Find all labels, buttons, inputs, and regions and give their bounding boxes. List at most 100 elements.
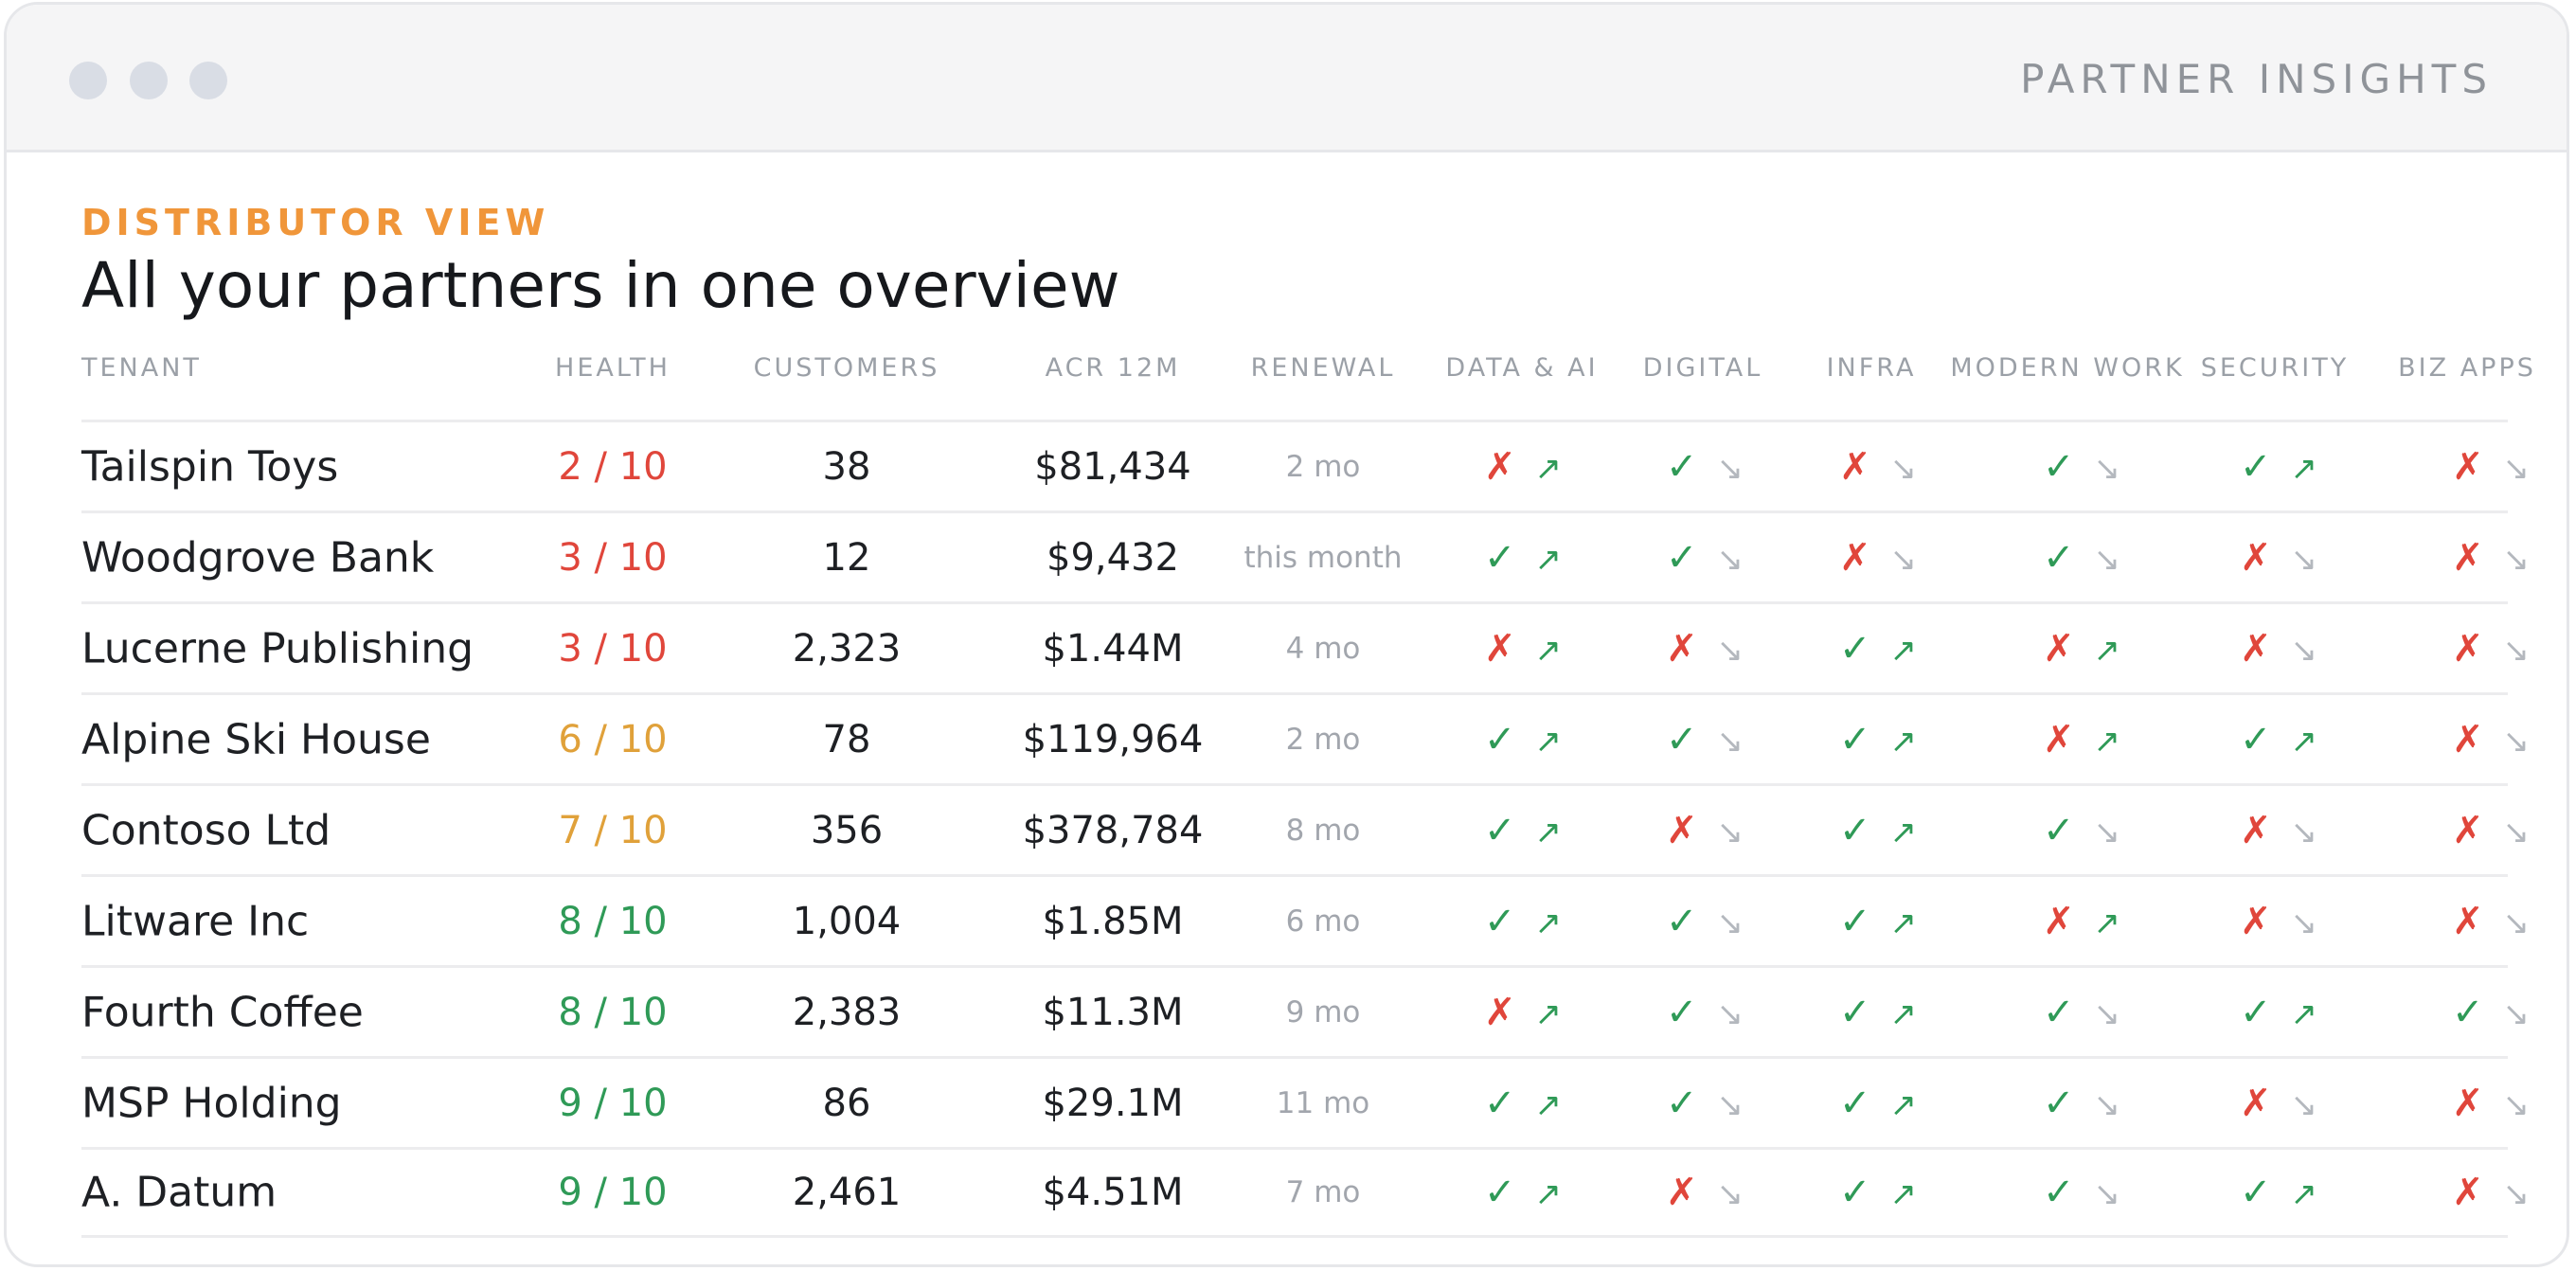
header-data-ai[interactable]: DATA & AI: [1445, 353, 1599, 383]
health-score: 8 / 10: [558, 990, 668, 1034]
cross-icon: ✗: [1665, 808, 1698, 852]
table-header: TENANT HEALTH CUSTOMERS ACR 12M RENEWAL …: [7, 353, 2567, 391]
trend-down-icon: ↘: [1716, 994, 1744, 1033]
app-window: PARTNER INSIGHTS DISTRIBUTOR VIEW All yo…: [4, 2, 2569, 1267]
window-zoom-dot[interactable]: [189, 62, 227, 99]
table-row[interactable]: MSP Holding 9 / 10 86 $29.1M 11 mo ✓ ↗ ✓ ↘ ✓ ↗ ✓ ↘ ✗ ↘…: [81, 1056, 2530, 1147]
header-renewal[interactable]: RENEWAL: [1250, 353, 1396, 383]
table-row[interactable]: Fourth Coffee 8 / 10 2,383 $11.3M 9 mo ✗ ↗ ✓ ↘ ✓ ↗…: [81, 965, 2530, 1056]
solution-cell-data-ai: ✓ ↗: [1484, 809, 1562, 852]
solution-cell-infra: ✓ ↗: [1839, 809, 1917, 852]
solution-cell-modern-work: ✓ ↘: [2043, 991, 2120, 1034]
header-digital[interactable]: DIGITAL: [1642, 353, 1763, 383]
header-acr-12m[interactable]: ACR 12M: [1045, 353, 1181, 383]
solution-cell-infra: ✓ ↗: [1839, 627, 1917, 671]
solution-cell-security: ✓ ↗: [2240, 445, 2317, 489]
check-icon: ✓: [2042, 1081, 2075, 1125]
tenant-name[interactable]: Lucerne Publishing: [81, 624, 474, 672]
cross-icon: ✗: [2239, 899, 2272, 943]
table-row[interactable]: Alpine Ski House 6 / 10 78 $119,964 2 mo ✓ ↗ ✓ ↘…: [81, 692, 2530, 783]
trend-up-icon: ↗: [2290, 722, 2318, 761]
trend-up-icon: ↗: [1534, 631, 1563, 670]
tenant-name[interactable]: Woodgrove Bank: [81, 533, 435, 582]
acr-value: $1.44M: [1042, 626, 1184, 671]
trend-down-icon: ↘: [2093, 540, 2121, 579]
check-icon: ✓: [1483, 808, 1516, 852]
check-icon: ✓: [1483, 899, 1516, 943]
customers-count: 356: [810, 808, 884, 852]
solution-cell-security: ✗ ↘: [2240, 536, 2317, 580]
trend-up-icon: ↗: [1889, 994, 1918, 1033]
table-row[interactable]: Lucerne Publishing 3 / 10 2,323 $1.44M 4 mo ✗…: [81, 601, 2530, 692]
check-icon: ✓: [1483, 1171, 1516, 1214]
check-icon: ✓: [2239, 1171, 2272, 1214]
window-close-dot[interactable]: [69, 62, 107, 99]
customers-count: 12: [822, 535, 871, 580]
cross-icon: ✗: [2239, 808, 2272, 852]
cross-icon: ✗: [1838, 444, 1871, 489]
window-minimize-dot[interactable]: [130, 62, 168, 99]
solution-cell-data-ai: ✓ ↗: [1484, 900, 1562, 943]
trend-up-icon: ↗: [1534, 904, 1563, 942]
header-biz-apps[interactable]: BIZ APPS: [2398, 353, 2536, 383]
health-score: 9 / 10: [558, 1171, 668, 1214]
check-icon: ✓: [2239, 444, 2272, 489]
check-icon: ✓: [2042, 1171, 2075, 1214]
header-tenant[interactable]: TENANT: [81, 353, 202, 383]
solution-cell-modern-work: ✓ ↘: [2043, 1082, 2120, 1125]
tenant-name[interactable]: MSP Holding: [81, 1079, 342, 1127]
tenant-name[interactable]: Contoso Ltd: [81, 806, 331, 854]
tenant-name[interactable]: Fourth Coffee: [81, 988, 364, 1036]
acr-value: $1.85M: [1042, 899, 1184, 943]
trend-down-icon: ↘: [2093, 449, 2121, 488]
solution-cell-infra: ✓ ↗: [1839, 991, 1917, 1034]
header-customers[interactable]: CUSTOMERS: [753, 353, 940, 383]
tenant-name[interactable]: Alpine Ski House: [81, 715, 431, 763]
trend-down-icon: ↘: [1716, 1085, 1744, 1124]
trend-down-icon: ↘: [1716, 1175, 1744, 1213]
solution-cell-digital: ✓ ↘: [1666, 445, 1744, 489]
table-row[interactable]: Litware Inc 8 / 10 1,004 $1.85M 6 mo ✓ ↗ ✓ ↘ ✓ ↗ ✗ ↗…: [81, 874, 2530, 965]
check-icon: ✓: [1665, 899, 1698, 943]
tenant-name[interactable]: Litware Inc: [81, 897, 310, 945]
tenant-name[interactable]: Tailspin Toys: [81, 442, 339, 491]
table-row[interactable]: Woodgrove Bank 3 / 10 12 $9,432 this month ✓ ↗…: [81, 510, 2530, 601]
check-icon: ✓: [2239, 990, 2272, 1034]
health-score: 7 / 10: [558, 808, 668, 852]
trend-up-icon: ↗: [2093, 904, 2121, 942]
check-icon: ✓: [2042, 808, 2075, 852]
table-row[interactable]: A. Datum 9 / 10 2,461 $4.51M 7 mo ✓ ↗ ✗ ↘ ✓ ↗ ✓ ↘ ✓ ↗ ✗…: [81, 1147, 2530, 1238]
header-health[interactable]: HEALTH: [555, 353, 671, 383]
trend-down-icon: ↘: [2093, 1085, 2121, 1124]
trend-up-icon: ↗: [1889, 631, 1918, 670]
solution-cell-modern-work: ✗ ↗: [2043, 900, 2120, 943]
check-icon: ✓: [2451, 990, 2484, 1034]
solution-cell-infra: ✓ ↗: [1839, 1171, 1917, 1214]
cross-icon: ✗: [2239, 535, 2272, 580]
header-security[interactable]: SECURITY: [2200, 353, 2350, 383]
solution-cell-biz-apps: ✗ ↘: [2452, 445, 2530, 489]
trend-down-icon: ↘: [1716, 449, 1744, 488]
check-icon: ✓: [1838, 990, 1871, 1034]
check-icon: ✓: [2042, 444, 2075, 489]
trend-up-icon: ↗: [1889, 1175, 1918, 1213]
trend-down-icon: ↘: [2502, 1085, 2531, 1124]
page-eyebrow: DISTRIBUTOR VIEW: [81, 202, 550, 243]
trend-down-icon: ↘: [2093, 813, 2121, 851]
cross-icon: ✗: [2451, 899, 2484, 943]
check-icon: ✓: [1483, 535, 1516, 580]
cross-icon: ✗: [2451, 1081, 2484, 1125]
trend-down-icon: ↘: [2290, 904, 2318, 942]
health-score: 6 / 10: [558, 717, 668, 761]
header-modern-work[interactable]: MODERN WORK: [1950, 353, 2185, 383]
tenant-name[interactable]: A. Datum: [81, 1168, 277, 1217]
table-row[interactable]: Tailspin Toys 2 / 10 38 $81,434 2 mo ✗ ↗ ✓ ↘ ✗ ↘ ✓ ↘…: [81, 420, 2530, 510]
solution-cell-biz-apps: ✗ ↘: [2452, 1082, 2530, 1125]
customers-count: 2,461: [792, 1171, 902, 1214]
check-icon: ✓: [1665, 717, 1698, 761]
table-row[interactable]: Contoso Ltd 7 / 10 356 $378,784 8 mo ✓ ↗ ✗ ↘ ✓ ↗ ✓ ↘…: [81, 783, 2530, 874]
solution-cell-modern-work: ✗ ↗: [2043, 718, 2120, 761]
acr-value: $4.51M: [1042, 1171, 1184, 1214]
header-infra[interactable]: INFRA: [1826, 353, 1917, 383]
check-icon: ✓: [1665, 990, 1698, 1034]
